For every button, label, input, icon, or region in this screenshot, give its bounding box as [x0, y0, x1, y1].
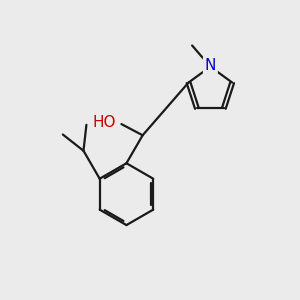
Text: N: N	[205, 58, 216, 73]
Text: HO: HO	[93, 115, 116, 130]
